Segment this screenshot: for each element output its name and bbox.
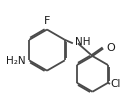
- Text: F: F: [44, 17, 51, 27]
- Text: O: O: [106, 43, 115, 53]
- Text: Cl: Cl: [111, 79, 121, 89]
- Text: H₂N: H₂N: [6, 56, 26, 66]
- Text: NH: NH: [75, 37, 91, 47]
